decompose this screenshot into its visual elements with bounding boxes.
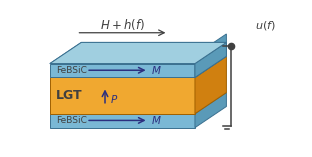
- Polygon shape: [50, 64, 195, 77]
- Polygon shape: [195, 34, 227, 77]
- Text: $M$: $M$: [151, 64, 162, 76]
- Polygon shape: [50, 114, 195, 128]
- Text: LGT: LGT: [56, 89, 83, 102]
- Text: $H + h(f)$: $H + h(f)$: [100, 17, 145, 32]
- Polygon shape: [195, 93, 227, 128]
- Text: FeBSiC: FeBSiC: [56, 66, 87, 75]
- Text: $P$: $P$: [110, 92, 119, 105]
- Polygon shape: [50, 77, 195, 114]
- Polygon shape: [50, 42, 227, 64]
- Polygon shape: [195, 56, 227, 114]
- Text: $u(f)$: $u(f)$: [256, 19, 276, 32]
- Text: $M$: $M$: [151, 114, 162, 126]
- Polygon shape: [195, 42, 227, 77]
- Polygon shape: [50, 42, 227, 64]
- Text: FeBSiC: FeBSiC: [56, 116, 87, 125]
